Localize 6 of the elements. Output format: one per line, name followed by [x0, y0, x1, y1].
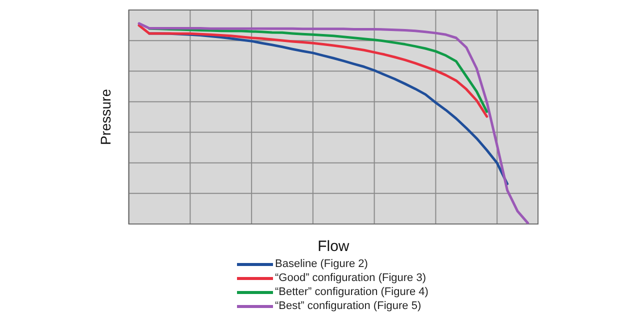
x-axis-title: Flow: [318, 238, 350, 256]
y-axis-title: Pressure: [97, 88, 114, 146]
legend-label: “Good” configuration (Figure 3): [275, 271, 426, 285]
legend-label: “Better” configuration (Figure 4): [275, 285, 428, 299]
legend-label: “Best” configuration (Figure 5): [275, 299, 422, 313]
legend-label: Baseline (Figure 2): [275, 257, 368, 271]
